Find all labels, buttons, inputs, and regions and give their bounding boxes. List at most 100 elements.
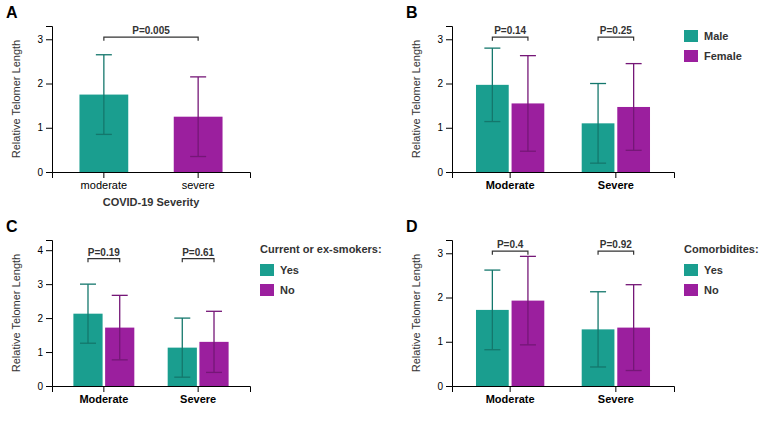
y-tick-label: 3 xyxy=(37,34,43,45)
p-value: P=0.25 xyxy=(600,25,632,36)
plot-marks xyxy=(476,48,650,172)
y-tick-mark xyxy=(446,128,452,129)
error-cap xyxy=(206,311,222,312)
x-tick-label: moderate xyxy=(81,179,127,191)
error-cap xyxy=(484,121,500,122)
x-tick-label: Severe xyxy=(180,393,216,405)
panel: 0123ModerateSevereRelative Telomer Lengt… xyxy=(406,4,742,191)
figure: 0 1 2 3 moderate severe Relative Telomer Lengt… xyxy=(0,0,784,428)
error-cap xyxy=(484,47,500,48)
error-cap xyxy=(112,359,128,360)
x-tick-mark xyxy=(103,172,104,178)
x-tick-label: Moderate xyxy=(486,393,535,405)
x-tick-mark xyxy=(510,386,511,392)
error-bar xyxy=(520,256,536,344)
y-tick-label: 0 xyxy=(37,167,43,178)
x-tick-mark xyxy=(615,172,616,178)
x-axis-title: COVID-19 Severity xyxy=(103,196,200,208)
error-cap xyxy=(190,156,206,157)
y-tick-mark xyxy=(46,318,52,319)
sig-bracket xyxy=(88,259,120,263)
p-value: P=0.4 xyxy=(497,239,524,250)
error-cap xyxy=(80,283,96,284)
error-cap xyxy=(626,284,642,285)
plot-marks xyxy=(79,55,222,172)
y-tick-label: 1 xyxy=(37,347,43,358)
y-axis-line xyxy=(46,27,53,173)
legend-label: Yes xyxy=(280,264,299,276)
y-tick-label: 0 xyxy=(437,167,443,178)
y-tick-mark xyxy=(446,298,452,299)
error-cap xyxy=(520,151,536,152)
y-tick-mark xyxy=(446,342,452,343)
y-tick: 1 xyxy=(37,122,52,133)
y-tick-label: 4 xyxy=(37,245,43,256)
legend-label: Male xyxy=(704,30,728,42)
y-tick: 3 xyxy=(437,34,452,45)
y-tick-mark xyxy=(446,172,452,173)
legend: Current or ex-smokers:YesNo xyxy=(260,243,382,296)
y-tick: 0 xyxy=(437,167,452,178)
y-tick: 1 xyxy=(37,347,52,358)
y-tick-mark xyxy=(46,386,52,387)
y-tick: 0 xyxy=(37,167,52,178)
y-tick: 1 xyxy=(437,122,452,133)
x-tick: Moderate xyxy=(486,386,535,405)
error-cap xyxy=(80,343,96,344)
y-tick: 1 xyxy=(437,336,452,347)
y-tick: 3 xyxy=(437,248,452,259)
y-tick: 3 xyxy=(37,34,52,45)
y-axis: 0 1 2 3 xyxy=(37,27,52,178)
error-cap xyxy=(520,344,536,345)
legend-label: No xyxy=(280,284,295,296)
p-value: P=0.19 xyxy=(88,247,120,258)
legend-label: No xyxy=(704,284,719,296)
error-bar xyxy=(96,55,112,135)
error-bar xyxy=(206,311,222,372)
y-tick: 0 xyxy=(37,381,52,392)
y-tick-mark xyxy=(446,253,452,254)
y-axis-title: Relative Telomer Length xyxy=(10,40,22,158)
legend: Male Female xyxy=(684,30,742,62)
x-tick-label: Severe xyxy=(598,179,634,191)
x-tick-mark xyxy=(510,172,511,178)
x-tick: severe xyxy=(182,172,215,191)
error-bar xyxy=(112,295,128,360)
error-cap xyxy=(174,377,190,378)
y-tick-mark xyxy=(446,386,452,387)
y-tick-label: 1 xyxy=(37,122,43,133)
y-tick: 2 xyxy=(37,313,52,324)
y-tick: 4 xyxy=(37,245,52,256)
error-cap xyxy=(590,291,606,292)
y-tick: 2 xyxy=(437,292,452,303)
x-axis: Moderate Severe xyxy=(453,386,675,405)
y-tick-label: 3 xyxy=(437,34,443,45)
panel: 01234ModerateSevereRelative Telomer Leng… xyxy=(6,218,382,405)
sig-bracket xyxy=(182,259,214,263)
error-cap xyxy=(520,256,536,257)
legend-swatch xyxy=(684,284,698,296)
x-axis: ModerateSevere xyxy=(53,386,251,405)
y-axis: 01234 xyxy=(37,241,52,392)
error-cap xyxy=(174,317,190,318)
panel-label: D xyxy=(406,218,418,235)
x-tick: Severe xyxy=(598,172,634,191)
y-tick-label: 2 xyxy=(37,78,43,89)
error-bar xyxy=(484,48,500,121)
error-bar xyxy=(590,84,606,164)
error-bar xyxy=(190,77,206,157)
plot-marks xyxy=(73,284,228,386)
legend-title: Comorbidites: xyxy=(684,243,759,255)
legend-swatch xyxy=(684,30,698,42)
legend-label: Female xyxy=(704,50,742,62)
error-line xyxy=(633,64,634,151)
panel-label: C xyxy=(6,218,18,235)
p-value: P=0.005 xyxy=(132,25,170,36)
error-line xyxy=(492,270,493,350)
legend-label: Yes xyxy=(704,264,723,276)
error-cap xyxy=(190,76,206,77)
y-tick: 2 xyxy=(37,78,52,89)
x-tick: Severe xyxy=(598,386,634,405)
error-cap xyxy=(96,134,112,135)
x-tick-label: Severe xyxy=(598,393,634,405)
